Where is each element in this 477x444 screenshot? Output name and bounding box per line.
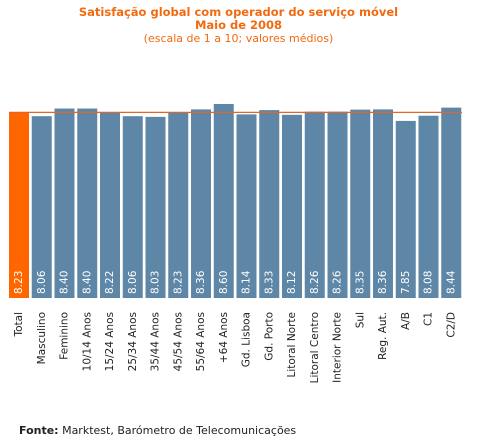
category-tick-label: Interior Norte bbox=[332, 312, 344, 383]
category-tick-label: Litoral Norte bbox=[286, 312, 298, 378]
bar bbox=[77, 108, 98, 298]
category-tick-label: C1 bbox=[423, 312, 435, 326]
chart-subtitle: (escala de 1 a 10; valores médios) bbox=[143, 32, 334, 45]
category-tick-label: A/B bbox=[400, 312, 412, 330]
bar-value-label: 8.14 bbox=[241, 270, 253, 294]
category-tick-label: C2/D bbox=[445, 312, 457, 338]
bar-value-label: 8.06 bbox=[36, 270, 48, 294]
category-tick-label: 10/14 Anos bbox=[81, 312, 93, 371]
source-label: Fonte: bbox=[19, 424, 59, 437]
category-tick-label: 45/54 Anos bbox=[172, 312, 184, 371]
bar bbox=[282, 114, 302, 298]
category-tick-label: Sul bbox=[354, 312, 366, 328]
bar-value-label: 8.06 bbox=[127, 270, 139, 294]
bar bbox=[259, 110, 280, 298]
category-tick-label: 55/64 Anos bbox=[195, 312, 207, 371]
bar bbox=[145, 116, 166, 298]
bar bbox=[168, 112, 189, 298]
source-note: Fonte: Marktest, Barómetro de Telecomuni… bbox=[19, 424, 296, 437]
bar bbox=[122, 116, 143, 298]
source-text: Marktest, Barómetro de Telecomunicações bbox=[62, 424, 297, 437]
bar bbox=[350, 109, 371, 299]
bar-value-label: 8.12 bbox=[286, 271, 298, 294]
chart-title-line1: Satisfação global com operador do serviç… bbox=[78, 5, 399, 19]
category-tick-label: Total bbox=[13, 312, 25, 338]
bar bbox=[327, 111, 348, 298]
category-tick-label: Reg. Aut. bbox=[377, 312, 389, 360]
bar-value-label: 8.33 bbox=[263, 271, 275, 294]
category-tick-label: 15/24 Anos bbox=[104, 312, 116, 371]
bar bbox=[31, 116, 52, 298]
bar bbox=[54, 108, 75, 298]
bar bbox=[373, 109, 393, 298]
bar bbox=[191, 109, 211, 298]
chart-title-line2: Maio de 2008 bbox=[194, 18, 283, 32]
bar bbox=[213, 104, 234, 298]
bar-value-label: 8.40 bbox=[81, 271, 93, 294]
category-tick-label: Litoral Centro bbox=[309, 312, 321, 383]
bar bbox=[236, 114, 257, 299]
bar-value-label: 8.26 bbox=[309, 270, 321, 294]
bar-value-label: 8.35 bbox=[354, 271, 366, 294]
bar-value-label: 8.26 bbox=[332, 270, 344, 294]
bar bbox=[9, 112, 29, 298]
category-tick-label: Feminino bbox=[59, 312, 71, 360]
bar-value-label: 8.40 bbox=[59, 271, 71, 294]
bar-value-label: 8.60 bbox=[218, 271, 230, 294]
bar-value-label: 7.85 bbox=[400, 271, 412, 294]
bar bbox=[441, 107, 462, 298]
bar-value-label: 8.36 bbox=[377, 270, 389, 294]
bar bbox=[304, 111, 325, 298]
category-tick-label: 25/34 Anos bbox=[127, 312, 139, 371]
bar-value-label: 8.23 bbox=[172, 271, 184, 294]
bar bbox=[418, 115, 439, 299]
bar-value-label: 8.44 bbox=[445, 270, 457, 294]
bar-chart: 8.23 Total 8.06 Masculino 8.40 Feminino 8.40 10… bbox=[9, 104, 462, 383]
bar-value-label: 8.03 bbox=[150, 271, 162, 294]
bar-value-label: 8.36 bbox=[195, 270, 207, 294]
bar bbox=[100, 112, 120, 299]
bar bbox=[395, 120, 416, 298]
category-tick-label: +64 Anos bbox=[218, 312, 230, 363]
category-tick-label: 35/44 Anos bbox=[150, 312, 162, 371]
category-tick-label: Masculino bbox=[36, 312, 48, 364]
bar-value-label: 8.08 bbox=[423, 271, 435, 294]
bar-value-label: 8.22 bbox=[104, 271, 116, 294]
category-tick-label: Gd. Lisboa bbox=[241, 312, 253, 367]
bar-value-label: 8.23 bbox=[13, 271, 25, 294]
category-tick-label: Gd. Porto bbox=[263, 312, 275, 361]
